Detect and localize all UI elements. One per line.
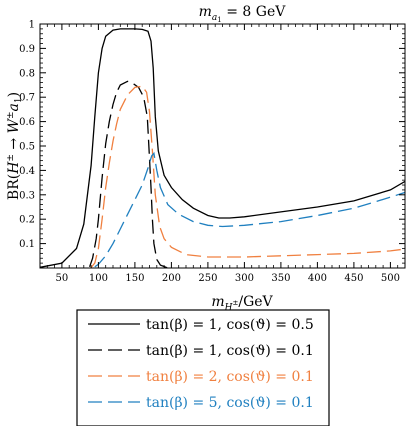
x-tick-label: 250 xyxy=(198,273,217,284)
plot-area xyxy=(39,23,406,269)
legend-label-1: tan(β) = 1, cos(ϑ) = 0.5 xyxy=(146,317,314,333)
y-tick-label: 0.1 xyxy=(19,239,35,250)
y-tick-label: 1 xyxy=(29,20,35,31)
series-line-1 xyxy=(40,28,405,268)
y-axis-title: BR(H± → W±a1) xyxy=(6,92,24,200)
y-tick-label: 0.3 xyxy=(19,190,35,201)
y-tick-label: 0.8 xyxy=(19,68,35,79)
legend-label-4: tan(β) = 5, cos(ϑ) = 0.1 xyxy=(146,395,314,411)
y-tick-label: 0.5 xyxy=(19,142,35,153)
legend-label-2: tan(β) = 1, cos(ϑ) = 0.1 xyxy=(146,343,314,359)
x-tick-label: 500 xyxy=(381,273,400,284)
y-tick-label: 0.9 xyxy=(19,44,35,55)
x-tick-label: 50 xyxy=(56,273,69,284)
x-axis-ticks: 50 100 150 200 250 300 350 400 450 500 xyxy=(56,24,400,284)
series-line-2 xyxy=(88,80,169,268)
y-tick-label: 0.7 xyxy=(19,93,35,104)
legend-label-3: tan(β) = 2, cos(ϑ) = 0.1 xyxy=(146,369,314,385)
series-line-4 xyxy=(94,151,405,268)
plot-frame xyxy=(39,23,406,269)
legend: tan(β) = 1, cos(ϑ) = 0.5 tan(β) = 1, cos(… xyxy=(88,317,314,411)
x-axis-title: mH±/GeV xyxy=(211,294,273,313)
legend-box xyxy=(76,309,330,426)
x-tick-label: 300 xyxy=(235,273,254,284)
x-tick-label: 200 xyxy=(162,273,181,284)
y-tick-label: 0.2 xyxy=(19,215,35,226)
y-axis-ticks: 0.1 0.2 0.3 0.4 0.5 0.6 0.7 0.8 0.9 1 xyxy=(19,20,405,250)
x-tick-label: 150 xyxy=(125,273,144,284)
y-tick-label: 0.4 xyxy=(19,166,35,177)
x-tick-label: 400 xyxy=(308,273,327,284)
y-tick-label: 0.6 xyxy=(19,117,35,128)
x-tick-label: 350 xyxy=(271,273,290,284)
chart-title: ma1 = 8 GeV xyxy=(199,4,287,24)
x-tick-label: 100 xyxy=(89,273,108,284)
series-line-3 xyxy=(90,85,405,268)
x-tick-label: 450 xyxy=(344,273,363,284)
